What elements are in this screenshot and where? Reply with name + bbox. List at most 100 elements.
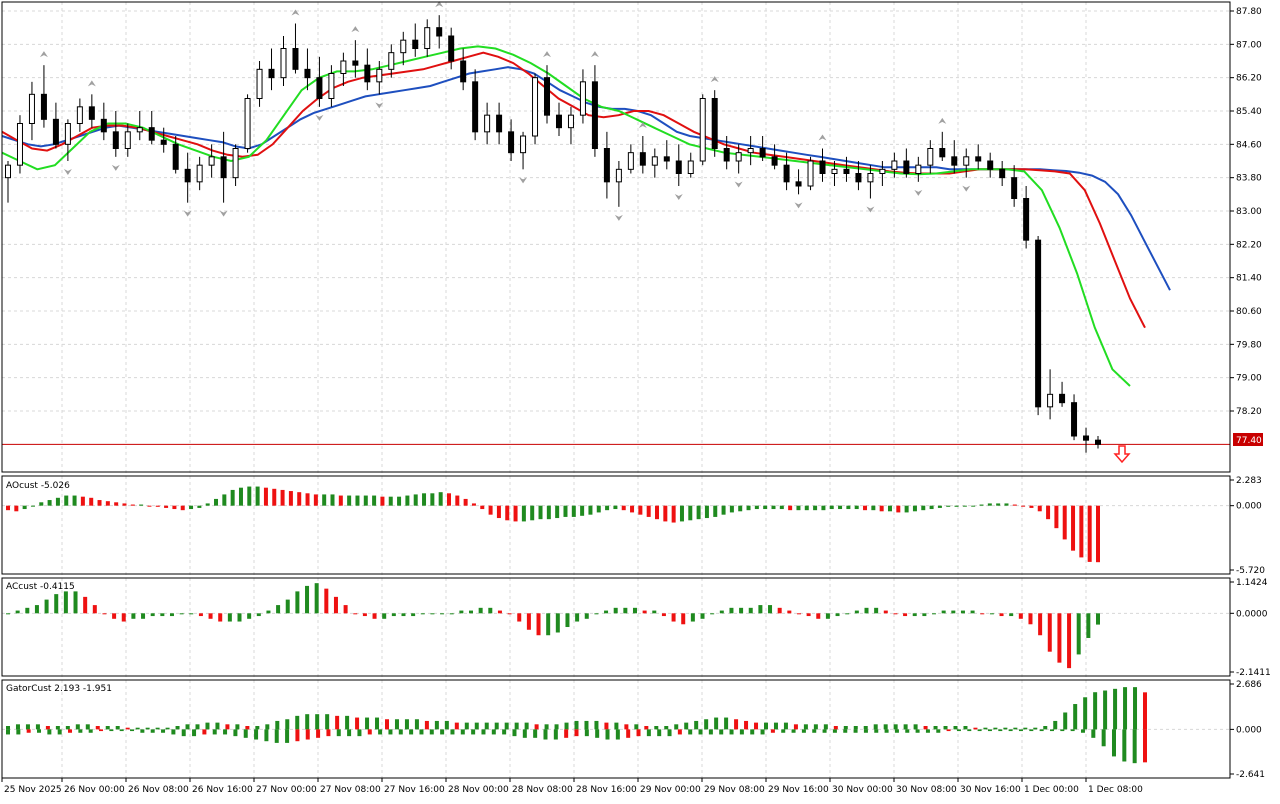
gator-upper-bar [933,726,938,730]
bull-candle [567,114,574,129]
ac-bar [932,613,937,615]
bull-candle [867,173,874,183]
ao-bar [912,505,917,512]
ac-bar [739,607,744,614]
ao-bar [987,503,992,506]
ao-bar [1046,505,1051,520]
gator-upper-bar [773,722,778,730]
gator-lower-bar [863,729,868,733]
y-tick-label: 86.20 [1236,74,1262,84]
gator-upper-bar [734,719,739,730]
ac-bar [83,596,88,614]
ac-bar [343,605,348,614]
ao-bar [1054,505,1059,529]
gator-lower-bar [1091,729,1096,738]
ac-bar [285,599,290,614]
ac-bar [642,610,647,614]
gator-upper-bar [903,724,908,730]
bear-candle [1095,439,1101,445]
ao-bar [446,493,451,506]
bull-candle [532,77,539,137]
gator-y-tick-label: -2.641 [1236,770,1265,780]
ac-bar [305,585,310,614]
bear-candle [855,173,862,183]
gator-upper-bar [1113,688,1118,730]
gator-lower-bar [1039,729,1044,732]
ac-bar [787,610,792,614]
x-tick-label: 26 Nov 00:00 [64,785,125,795]
bull-candle [124,131,131,149]
gator-upper-bar [105,726,110,730]
ao-bar [1004,503,1009,506]
ac-bar [729,607,734,614]
x-tick-label: 26 Nov 08:00 [128,785,189,795]
gator-upper-bar [215,722,220,730]
ac-bar [6,613,10,615]
gator-lower-bar [357,729,362,737]
current-price-tag: 77.40 [1233,433,1263,446]
ao-bar [471,503,476,506]
gator-upper-bar [674,724,679,730]
gator-lower-bar [264,729,269,742]
gator-lower-bar [99,729,104,732]
ao-bar [638,505,643,515]
ac-bar [266,610,271,614]
ao-bar [363,495,368,506]
gator-lower-bar [946,729,951,732]
y-tick-label: 82.20 [1236,240,1262,250]
gator-lower-bar [202,729,207,735]
ao-bar [763,505,768,510]
gator-upper-bar [574,720,579,730]
ao-bar [438,492,443,506]
fractal-down-marker [614,214,623,221]
ao-bar [937,505,942,508]
x-tick-label: 27 Nov 16:00 [384,785,445,795]
ao-bar [813,505,818,511]
ac-bar [777,607,782,614]
candlesticks [5,15,1101,453]
ac-bar [333,596,338,614]
ao-bar [846,505,851,510]
gator-upper-bar [355,717,360,730]
bull-candle [735,152,742,162]
fractal-down-marker [866,206,875,213]
ac-bar [960,610,965,614]
gator-upper-bar [235,724,240,730]
gator-lower-bar [987,729,992,732]
gator-lower-bar [564,729,569,738]
gator-lower-bar [905,729,910,733]
gator-upper-bar [255,726,260,730]
bear-candle [1059,393,1066,404]
ao-bar [22,505,27,510]
bull-candle [891,160,898,170]
ao-bar [1096,505,1100,563]
gator-upper-bar [315,714,320,730]
ao-bar [929,505,934,510]
bear-candle [843,168,850,174]
ao-bar [630,505,635,513]
gator-lower-bar [398,729,403,735]
gator-upper-bar [1073,704,1078,730]
ao-bar [829,505,834,510]
gator-lower-bar [47,729,52,735]
x-tick-label: 28 Nov 00:00 [448,785,509,795]
ac-bar [903,613,908,617]
gator-upper-bar [754,722,759,730]
ac-bar [112,613,117,619]
fractal-down-marker [375,102,384,109]
ao-bar [879,505,884,512]
gator-upper-bar [813,724,818,730]
ao-bar [189,505,194,510]
fractal-up-marker [291,9,300,16]
bear-candle [975,156,982,162]
gator-upper-bar [993,727,998,730]
gator-lower-bar [419,729,424,735]
gator-y-tick-label: 0.000 [1236,725,1262,735]
x-tick-label: 1 Dec 00:00 [1024,785,1079,795]
gator-lower-bar [254,729,259,740]
ao-bar [139,504,144,506]
gator-lower-bar [925,729,930,733]
ao-bar [322,494,327,506]
ac-bar [584,613,589,619]
